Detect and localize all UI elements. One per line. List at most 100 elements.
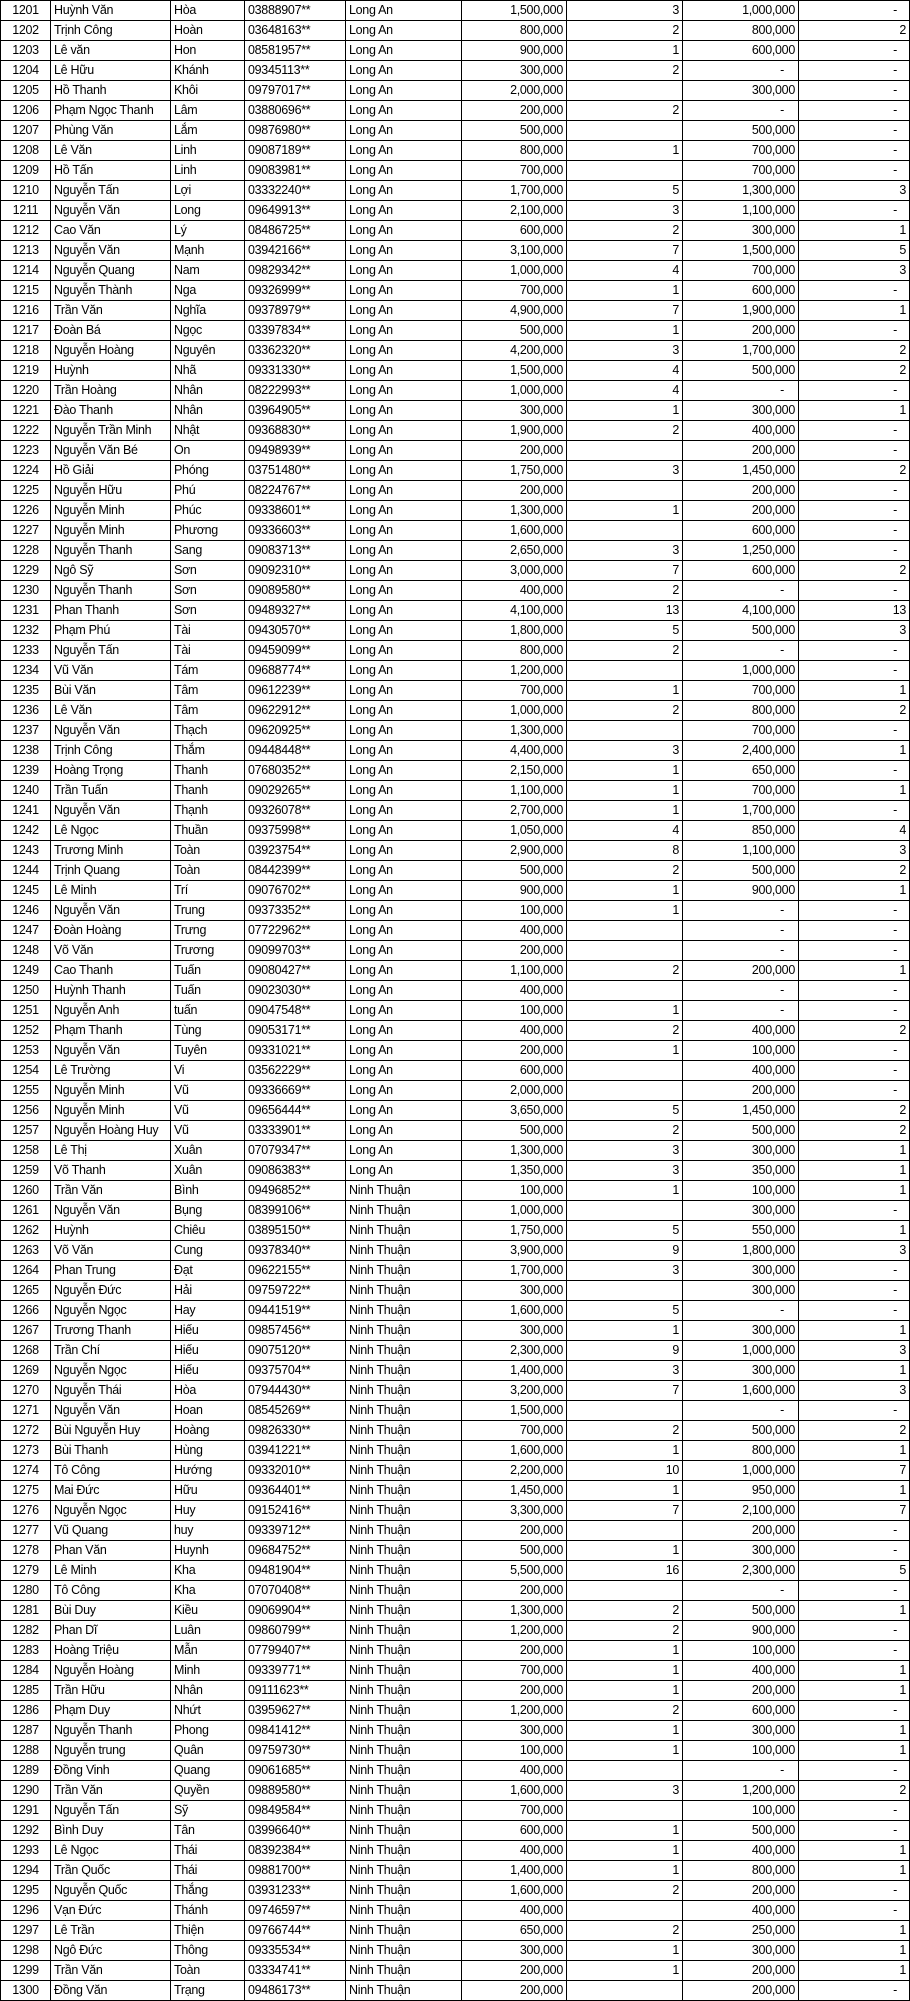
phone-cell: 03888907** xyxy=(244,0,346,21)
amount-second-cell: 1,000,000 xyxy=(682,660,799,681)
count-total-cell: 1 xyxy=(566,140,683,161)
amount-total-cell: 1,000,000 xyxy=(461,700,567,721)
first-name-cell: Lâm xyxy=(170,100,245,121)
row-number-cell: 1266 xyxy=(0,1300,51,1321)
province-cell: Long An xyxy=(345,1060,462,1081)
phone-cell: 08486725** xyxy=(244,220,346,241)
amount-second-cell: - xyxy=(682,380,799,401)
table-row: 1295 Nguyễn Quốc Thắng 03931233** Ninh Thuận… xyxy=(0,1880,910,1901)
count-total-cell: 2 xyxy=(566,580,683,601)
province-cell: Long An xyxy=(345,360,462,381)
row-number-cell: 1267 xyxy=(0,1320,51,1341)
phone-cell: 09336603** xyxy=(244,520,346,541)
phone-cell: 09746597** xyxy=(244,1900,346,1921)
count-total-cell: 4 xyxy=(566,380,683,401)
amount-second-cell: 700,000 xyxy=(682,720,799,741)
amount-second-cell: 300,000 xyxy=(682,1540,799,1561)
last-middle-name-cell: Trịnh Quang xyxy=(50,860,171,881)
amount-total-cell: 1,200,000 xyxy=(461,660,567,681)
count-second-cell: 3 xyxy=(798,620,910,641)
first-name-cell: Phong xyxy=(170,1720,245,1741)
province-cell: Ninh Thuận xyxy=(345,1920,462,1941)
amount-second-cell: 500,000 xyxy=(682,1120,799,1141)
row-number-cell: 1299 xyxy=(0,1960,51,1981)
phone-cell: 08392384** xyxy=(244,1840,346,1861)
province-cell: Long An xyxy=(345,440,462,461)
amount-second-cell: 1,000,000 xyxy=(682,1340,799,1361)
amount-total-cell: 1,800,000 xyxy=(461,620,567,641)
last-middle-name-cell: Phùng Văn xyxy=(50,120,171,141)
table-row: 1243 Trương Minh Toàn 03923754** Long An 2,90… xyxy=(0,840,910,861)
phone-cell: 09620925** xyxy=(244,720,346,741)
first-name-cell: Thắm xyxy=(170,740,245,761)
row-number-cell: 1233 xyxy=(0,640,51,661)
first-name-cell: Khôi xyxy=(170,80,245,101)
row-number-cell: 1276 xyxy=(0,1500,51,1521)
table-row: 1250 Huỳnh Thanh Tuấn 09023030** Long An 400,… xyxy=(0,980,910,1001)
phone-cell: 03941221** xyxy=(244,1440,346,1461)
province-cell: Long An xyxy=(345,320,462,341)
count-total-cell: 5 xyxy=(566,620,683,641)
amount-total-cell: 100,000 xyxy=(461,900,567,921)
count-second-cell: 7 xyxy=(798,1460,910,1481)
table-row: 1220 Trần Hoàng Nhân 08222993** Long An 1,000… xyxy=(0,380,910,401)
province-cell: Ninh Thuận xyxy=(345,1420,462,1441)
phone-cell: 09083981** xyxy=(244,160,346,181)
province-cell: Long An xyxy=(345,1000,462,1021)
province-cell: Ninh Thuận xyxy=(345,1560,462,1581)
last-middle-name-cell: Nguyễn Hoàng xyxy=(50,1660,171,1681)
last-middle-name-cell: Phan Văn xyxy=(50,1540,171,1561)
count-total-cell xyxy=(566,1080,683,1101)
row-number-cell: 1210 xyxy=(0,180,51,201)
phone-cell: 03751480** xyxy=(244,460,346,481)
phone-cell: 09759730** xyxy=(244,1740,346,1761)
table-row: 1263 Võ Văn Cung 09378340** Ninh Thuận 3,900,… xyxy=(0,1240,910,1261)
table-row: 1249 Cao Thanh Tuấn 09080427** Long An 1,100,… xyxy=(0,960,910,981)
amount-second-cell: 200,000 xyxy=(682,1520,799,1541)
row-number-cell: 1220 xyxy=(0,380,51,401)
last-middle-name-cell: Ngô Đức xyxy=(50,1940,171,1961)
table-row: 1300 Đồng Văn Trạng 09486173** Ninh Thuận 200… xyxy=(0,1980,910,2001)
count-second-cell: - xyxy=(798,1880,910,1901)
first-name-cell: Cung xyxy=(170,1240,245,1261)
amount-total-cell: 100,000 xyxy=(461,1740,567,1761)
table-row: 1291 Nguyễn Tấn Sỹ 09849584** Ninh Thuận 700,… xyxy=(0,1800,910,1821)
province-cell: Ninh Thuận xyxy=(345,1700,462,1721)
province-cell: Long An xyxy=(345,180,462,201)
first-name-cell: Phúc xyxy=(170,500,245,521)
last-middle-name-cell: Nguyễn Ngọc xyxy=(50,1300,171,1321)
phone-cell: 09375704** xyxy=(244,1360,346,1381)
amount-second-cell: 1,900,000 xyxy=(682,300,799,321)
last-middle-name-cell: Lê Ngọc xyxy=(50,1840,171,1861)
first-name-cell: Trưng xyxy=(170,920,245,941)
count-total-cell: 7 xyxy=(566,1500,683,1521)
last-middle-name-cell: Phạm Ngọc Thanh xyxy=(50,100,171,121)
amount-total-cell: 2,000,000 xyxy=(461,80,567,101)
row-number-cell: 1207 xyxy=(0,120,51,141)
row-number-cell: 1237 xyxy=(0,720,51,741)
count-total-cell: 8 xyxy=(566,840,683,861)
amount-second-cell: 650,000 xyxy=(682,760,799,781)
count-total-cell: 3 xyxy=(566,1360,683,1381)
last-middle-name-cell: Nguyễn Anh xyxy=(50,1000,171,1021)
amount-total-cell: 500,000 xyxy=(461,120,567,141)
province-cell: Ninh Thuận xyxy=(345,1520,462,1541)
phone-cell: 09489327** xyxy=(244,600,346,621)
province-cell: Long An xyxy=(345,780,462,801)
count-second-cell: - xyxy=(798,480,910,501)
phone-cell: 03562229** xyxy=(244,1060,346,1081)
row-number-cell: 1291 xyxy=(0,1800,51,1821)
last-middle-name-cell: Trương Minh xyxy=(50,840,171,861)
amount-total-cell: 4,400,000 xyxy=(461,740,567,761)
count-total-cell: 3 xyxy=(566,0,683,21)
amount-total-cell: 200,000 xyxy=(461,100,567,121)
phone-cell: 03880696** xyxy=(244,100,346,121)
count-second-cell: 1 xyxy=(798,1660,910,1681)
last-middle-name-cell: Nguyễn Văn xyxy=(50,1400,171,1421)
amount-total-cell: 200,000 xyxy=(461,480,567,501)
amount-total-cell: 1,050,000 xyxy=(461,820,567,841)
row-number-cell: 1296 xyxy=(0,1900,51,1921)
amount-second-cell: 600,000 xyxy=(682,520,799,541)
last-middle-name-cell: Bình Duy xyxy=(50,1820,171,1841)
